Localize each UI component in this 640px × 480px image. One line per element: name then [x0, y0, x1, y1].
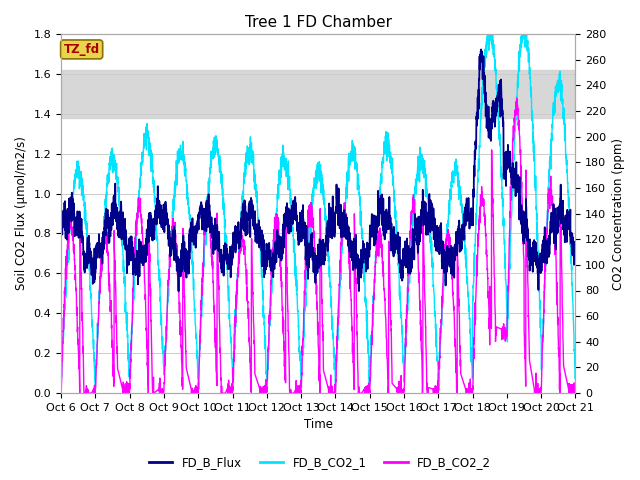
FD_B_CO2_1: [276, 160, 284, 166]
Bar: [61, 70, 575, 118]
Line: FD_B_Flux: FD_B_Flux: [61, 49, 575, 291]
FD_B_Flux: [255, 228, 262, 234]
FD_B_CO2_2: [57, 390, 65, 396]
FD_B_Flux: [506, 169, 514, 175]
FD_B_Flux: [355, 288, 363, 294]
FD_B_CO2_1: [484, 31, 492, 37]
FD_B_CO2_2: [562, 372, 570, 378]
Legend: FD_B_Flux, FD_B_CO2_1, FD_B_CO2_2: FD_B_Flux, FD_B_CO2_1, FD_B_CO2_2: [144, 452, 496, 474]
FD_B_CO2_2: [116, 374, 124, 380]
X-axis label: Time: Time: [304, 419, 333, 432]
Title: Tree 1 FD Chamber: Tree 1 FD Chamber: [244, 15, 392, 30]
Text: TZ_fd: TZ_fd: [63, 43, 100, 56]
Y-axis label: CO2 Concentration (ppm): CO2 Concentration (ppm): [612, 138, 625, 289]
FD_B_CO2_1: [147, 153, 154, 159]
FD_B_CO2_1: [506, 235, 514, 241]
FD_B_Flux: [57, 214, 65, 220]
FD_B_CO2_1: [57, 367, 65, 372]
FD_B_Flux: [147, 233, 154, 239]
FD_B_CO2_2: [513, 96, 521, 101]
FD_B_CO2_2: [276, 261, 284, 266]
Line: FD_B_CO2_1: FD_B_CO2_1: [61, 34, 575, 387]
FD_B_CO2_2: [506, 209, 514, 215]
FD_B_CO2_2: [255, 382, 262, 387]
FD_B_Flux: [276, 234, 284, 240]
FD_B_CO2_2: [147, 281, 154, 287]
Line: FD_B_CO2_2: FD_B_CO2_2: [61, 98, 575, 393]
FD_B_CO2_1: [562, 156, 570, 161]
FD_B_Flux: [477, 47, 485, 52]
FD_B_CO2_1: [332, 384, 339, 390]
FD_B_Flux: [572, 246, 579, 252]
FD_B_CO2_2: [572, 390, 579, 396]
FD_B_CO2_1: [255, 218, 262, 224]
FD_B_Flux: [562, 221, 570, 227]
FD_B_Flux: [116, 234, 124, 240]
FD_B_CO2_1: [572, 360, 579, 366]
FD_B_CO2_1: [116, 208, 124, 214]
Y-axis label: Soil CO2 Flux (μmol/m2/s): Soil CO2 Flux (μmol/m2/s): [15, 137, 28, 290]
